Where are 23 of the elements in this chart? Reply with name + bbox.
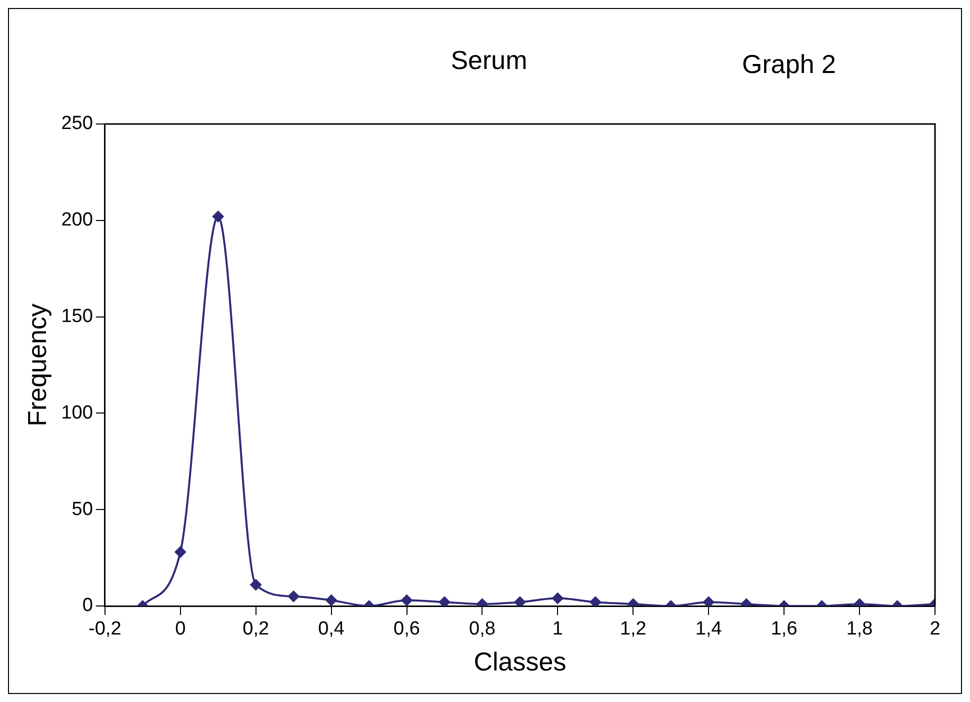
x-tick-label: 0,6	[394, 618, 420, 640]
x-tick-label: 0	[175, 618, 186, 640]
x-tick-label: 0,4	[318, 618, 345, 640]
y-axis-title: Frequency	[22, 304, 52, 426]
y-tick-label: 150	[61, 306, 93, 328]
x-tick-label: -0,2	[88, 618, 122, 640]
y-tick-label: 200	[61, 210, 93, 231]
x-tick-label: 0,2	[242, 618, 270, 640]
x-tick-label: 1,8	[846, 618, 873, 640]
chart-subtitle: Graph 2	[741, 49, 837, 80]
y-tick-label: 100	[61, 402, 93, 424]
y-tick-label: 50	[72, 498, 93, 520]
y-tick-label: 250	[61, 113, 93, 134]
chart-title: Serum	[450, 45, 528, 76]
x-axis-title: Classes	[474, 646, 566, 677]
point	[212, 210, 224, 223]
x-tick-label: 2	[930, 618, 940, 640]
x-tick-label: 1	[552, 618, 563, 640]
x-tick-label: 1,4	[695, 618, 722, 640]
x-tick-label: 0,8	[469, 618, 496, 640]
x-tick-label: 1,6	[770, 618, 798, 640]
x-tick-label: 1,2	[620, 618, 646, 640]
y-tick-label: 0	[82, 595, 93, 616]
